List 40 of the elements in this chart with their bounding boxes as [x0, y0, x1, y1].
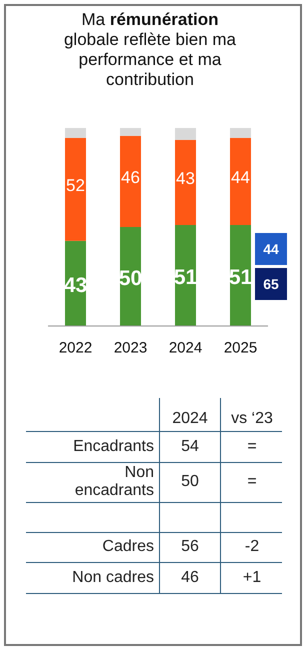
data-label: 43 [64, 274, 88, 297]
annotation: 44 [255, 233, 287, 265]
data-label: 46 [121, 168, 140, 187]
text: Non encadrants [74, 463, 154, 501]
data-label: 52 [66, 176, 85, 195]
data-label: 43 [176, 168, 195, 188]
bar [120, 136, 141, 227]
bar [65, 138, 86, 241]
text: = [246, 472, 258, 492]
bar [230, 128, 251, 138]
text: -2 [244, 537, 260, 557]
annotation: 65 [255, 268, 287, 300]
text: 50 [180, 472, 200, 492]
bar [120, 227, 141, 326]
bar [65, 128, 86, 138]
x-tick-label: 2023 [114, 340, 148, 357]
data-label: 44 [231, 168, 250, 187]
chart-title: Ma rémunération globale reflète bien ma performance et ma contribution [64, 10, 236, 89]
text: Cadres [101, 537, 154, 557]
bar [120, 128, 141, 136]
text: = [246, 436, 258, 456]
bar [230, 138, 251, 226]
text: Encadrants [72, 436, 154, 456]
text: 56 [180, 537, 200, 557]
text: 54 [180, 436, 200, 456]
bar [175, 225, 196, 326]
text: Non cadres [71, 568, 154, 588]
x-tick-label: 2022 [58, 340, 92, 357]
data-label: 51 [174, 266, 198, 290]
data-label: 51 [228, 266, 252, 290]
text: 2024 [171, 409, 209, 429]
x-tick-label: 2025 [224, 340, 258, 357]
bar [230, 225, 251, 326]
text: vs ‘23 [230, 409, 274, 429]
data-label: 50 [118, 267, 142, 290]
x-tick-label: 2024 [168, 340, 202, 357]
text: 46 [180, 568, 200, 588]
text: +1 [242, 568, 262, 588]
bar [175, 140, 196, 226]
bar [175, 128, 196, 140]
